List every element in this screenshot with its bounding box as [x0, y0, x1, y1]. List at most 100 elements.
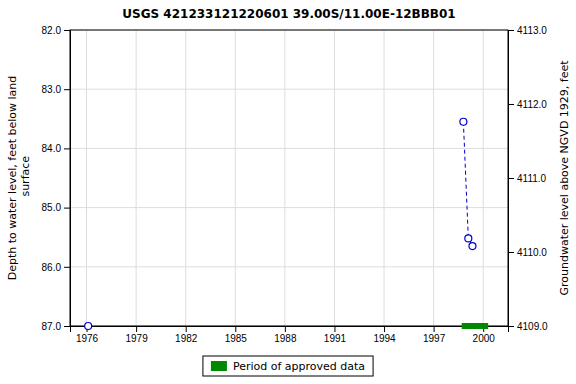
tick: 1994 — [373, 326, 396, 344]
grid-line — [86, 30, 87, 326]
tick-mark — [508, 326, 514, 327]
legend-label: Period of approved data — [233, 360, 365, 373]
tick: 1985 — [225, 326, 248, 344]
tick-label: 4111.0 — [517, 173, 547, 184]
tick-label: 1997 — [423, 333, 446, 344]
chart-container: 1976 1979 1982 1985 1988 1991 1994 1997 2000 82.0… — [0, 0, 576, 384]
tick-label: 1985 — [225, 333, 248, 344]
series-line — [463, 122, 472, 246]
plot-frame — [70, 30, 508, 326]
tick-mark — [64, 326, 70, 327]
tick-mark — [508, 30, 514, 31]
tick: 4110.0 — [508, 247, 547, 258]
legend-box — [203, 356, 373, 376]
tick-label: 84.0 — [42, 143, 62, 154]
tick-mark — [186, 326, 187, 332]
grid-line — [185, 30, 186, 326]
legend-item: Period of approved data — [211, 360, 365, 373]
tick: 1988 — [274, 326, 297, 344]
tick: 84.0 — [42, 143, 70, 154]
tick-label: 4112.0 — [517, 99, 547, 110]
grid-line — [70, 266, 508, 267]
label-line: Depth to water level, feet below land — [6, 76, 19, 281]
tick: 86.0 — [42, 262, 70, 273]
tick: 1979 — [125, 326, 148, 344]
tick-mark — [334, 326, 335, 332]
grid-line — [433, 30, 434, 326]
series — [460, 118, 476, 249]
tick-label: 4110.0 — [517, 247, 547, 258]
grid-line — [284, 30, 285, 326]
marks — [85, 118, 488, 329]
tick-mark — [508, 104, 514, 105]
tick: 1982 — [175, 326, 198, 344]
tick: 83.0 — [42, 84, 70, 95]
tick: 1991 — [324, 326, 347, 344]
point — [85, 323, 92, 330]
tick: 1997 — [423, 326, 446, 344]
title: USGS 421233121220601 39.00S/11.00E-12BBB… — [122, 7, 455, 21]
tick-label: 4113.0 — [517, 25, 547, 36]
grid-line — [235, 30, 236, 326]
grid-line — [70, 207, 508, 208]
chart-svg: 1976 1979 1982 1985 1988 1991 1994 1997 2000 82.0… — [0, 0, 576, 384]
tick: 4109.0 — [508, 321, 548, 332]
tick-label: 1982 — [175, 333, 198, 344]
tick-mark — [508, 178, 514, 179]
tick-mark — [64, 267, 70, 268]
tick-label: 1994 — [373, 333, 396, 344]
label-line: Groundwater level above NGVD 1929, feet — [558, 60, 571, 296]
tick: 87.0 — [42, 321, 70, 332]
x-axis: 1976 1979 1982 1985 1988 1991 1994 1997 2000 — [71, 326, 509, 344]
y2-axis: 4109.0 4110.0 4111.0 4112.0 4113.0 — [508, 25, 548, 332]
tick-mark — [434, 326, 435, 332]
axis-line — [509, 31, 515, 327]
tick-label: 85.0 — [42, 202, 62, 213]
approved-period — [462, 323, 488, 329]
tick-label: 87.0 — [42, 321, 62, 332]
tick-mark — [64, 148, 70, 149]
tick-mark — [508, 252, 514, 253]
tick: 85.0 — [42, 202, 70, 213]
legend-swatch — [211, 361, 227, 371]
tick-mark — [384, 326, 385, 332]
tick-label: 1979 — [125, 333, 148, 344]
point — [469, 243, 476, 250]
y-axis: 82.0 83.0 84.0 85.0 86.0 87.0 — [42, 25, 71, 332]
tick-mark — [235, 326, 236, 332]
label-line: surface — [19, 156, 32, 200]
grid-line — [384, 30, 385, 326]
grid-line — [70, 89, 508, 90]
tick: 82.0 — [42, 25, 70, 36]
tick-label: 86.0 — [42, 262, 62, 273]
legend: Period of approved data — [203, 356, 373, 376]
tick-label: 1976 — [76, 333, 99, 344]
grid-line — [334, 30, 335, 326]
point — [460, 118, 467, 125]
y-axis-title: Depth to water level, feet below land su… — [6, 76, 32, 281]
tick-label: 2000 — [473, 333, 496, 344]
tick: 4111.0 — [508, 173, 547, 184]
grid — [70, 30, 508, 326]
tick-label: 1991 — [324, 333, 347, 344]
tick: 4112.0 — [508, 99, 547, 110]
series — [462, 326, 488, 327]
grid-line — [136, 30, 137, 326]
grid-line — [483, 30, 484, 326]
tick-mark — [136, 326, 137, 332]
axis-line — [71, 327, 509, 333]
point — [465, 235, 472, 242]
grid-line — [70, 148, 508, 149]
tick-label: 4109.0 — [517, 321, 548, 332]
tick-mark — [64, 208, 70, 209]
tick-label: 82.0 — [42, 25, 62, 36]
tick-label: 83.0 — [42, 84, 62, 95]
series — [85, 323, 92, 330]
tick-mark — [64, 89, 70, 90]
tick-mark — [64, 30, 70, 31]
axis-line — [64, 31, 71, 327]
tick-mark — [285, 326, 286, 332]
y2-axis-title: Groundwater level above NGVD 1929, feet — [558, 60, 571, 296]
tick-label: 1988 — [274, 333, 297, 344]
tick: 4113.0 — [508, 25, 547, 36]
